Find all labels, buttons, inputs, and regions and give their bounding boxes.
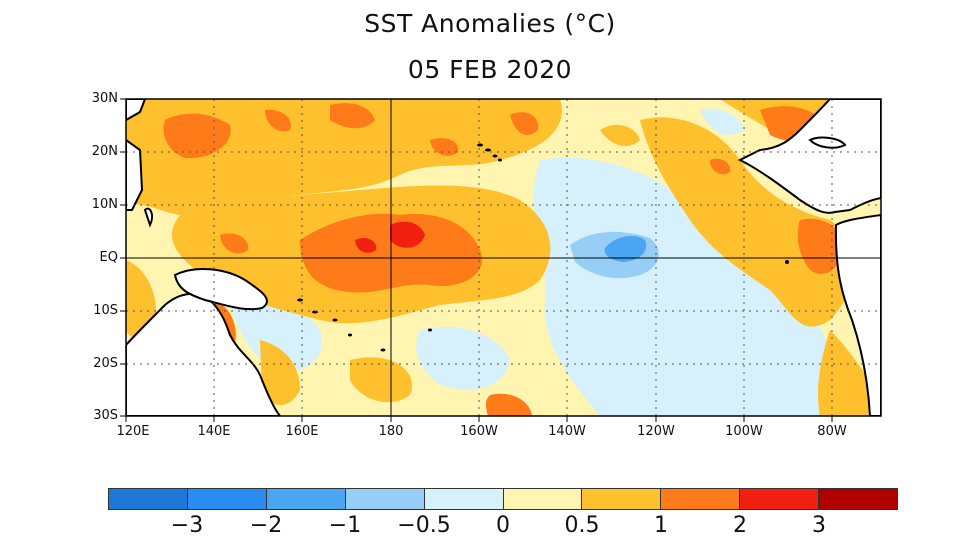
anomaly-strong-positive xyxy=(355,221,425,253)
legend-swatch xyxy=(266,489,346,509)
lon-label-180: 180 xyxy=(378,424,404,439)
legend-label: 0.5 xyxy=(564,513,600,538)
legend-swatch xyxy=(424,489,504,509)
legend-swatch xyxy=(819,489,898,509)
legend-swatch xyxy=(582,489,662,509)
lat-label-20n: 20N xyxy=(91,144,118,159)
tick-marks xyxy=(120,98,833,422)
lat-label-10n: 10N xyxy=(91,197,118,212)
legend-label: −1 xyxy=(328,513,362,538)
legend-label: −2 xyxy=(249,513,283,538)
lon-label-160w: 160W xyxy=(460,424,498,439)
lon-label-100w: 100W xyxy=(725,424,763,439)
lon-label-160e: 160E xyxy=(285,424,319,439)
legend-swatch xyxy=(661,489,741,509)
legend-swatch xyxy=(109,489,188,509)
legend-swatch xyxy=(187,489,267,509)
legend-label: 0 xyxy=(496,513,510,538)
map-date: 05 FEB 2020 xyxy=(407,55,573,84)
legend-label: −3 xyxy=(170,513,204,538)
lon-label-120e: 120E xyxy=(116,424,150,439)
legend-label: 3 xyxy=(812,513,826,538)
lat-label-30n: 30N xyxy=(91,91,118,106)
legend-swatch xyxy=(740,489,820,509)
land-masses xyxy=(126,99,881,416)
lat-label-30s: 30S xyxy=(93,408,118,423)
lat-label-20s: 20S xyxy=(93,356,118,371)
lat-label-10s: 10S xyxy=(93,303,118,318)
lon-label-140w: 140W xyxy=(548,424,586,439)
legend-swatch xyxy=(345,489,425,509)
legend-swatch xyxy=(503,489,583,509)
legend-label: −0.5 xyxy=(397,513,451,538)
legend-label: 2 xyxy=(733,513,747,538)
color-legend xyxy=(108,488,898,510)
lon-label-140e: 140E xyxy=(197,424,231,439)
lat-label-eq: EQ xyxy=(99,250,118,265)
lon-label-80w: 80W xyxy=(817,424,847,439)
map-title: SST Anomalies (°C) xyxy=(364,9,616,38)
legend-label: 1 xyxy=(654,513,668,538)
lon-label-120w: 120W xyxy=(637,424,675,439)
